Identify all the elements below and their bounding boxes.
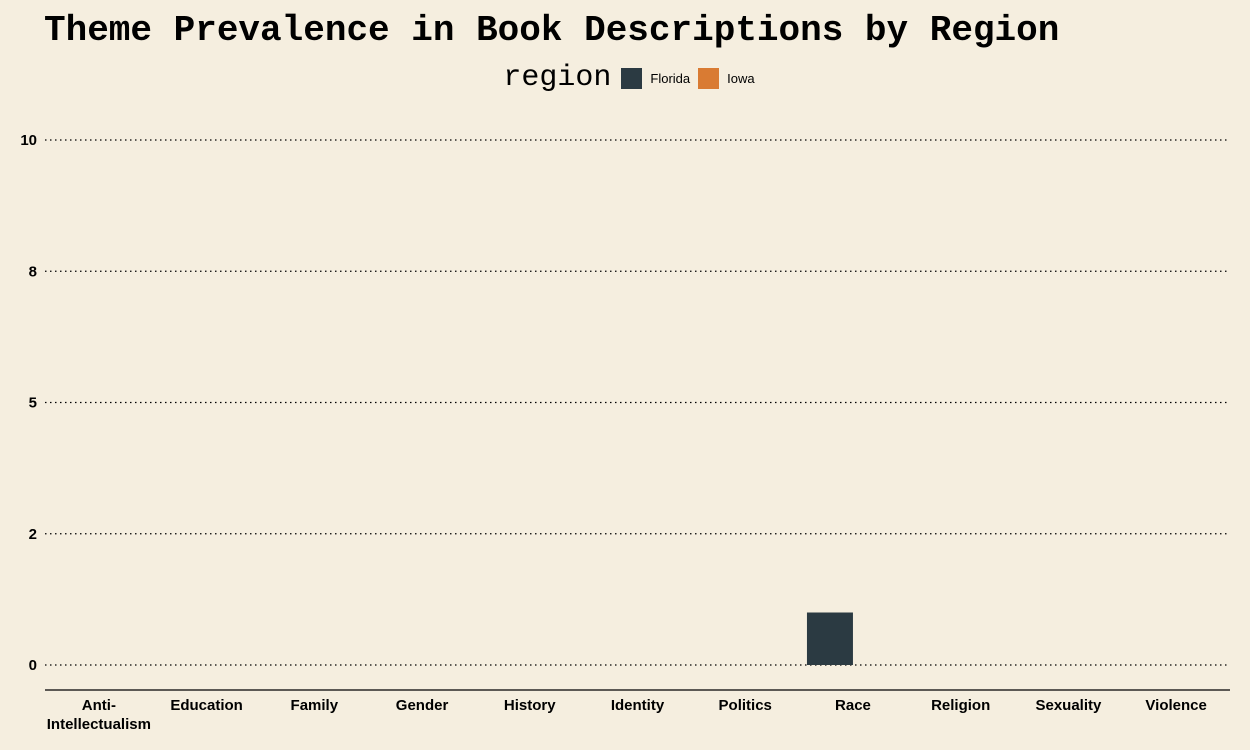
- x-tick-label: Identity: [611, 697, 665, 714]
- x-tick-label: History: [504, 697, 556, 714]
- legend: region Florida Iowa: [0, 58, 1250, 98]
- y-tick-label: 5: [29, 395, 37, 412]
- chart-title: Theme Prevalence in Book Descriptions by…: [44, 10, 1060, 51]
- y-tick-label: 2: [29, 526, 37, 543]
- x-tick-label: Gender: [396, 697, 449, 714]
- bar-florida-race: [806, 612, 853, 665]
- legend-item-florida[interactable]: Florida: [621, 67, 691, 89]
- x-tick-label: Intellectualism: [47, 716, 151, 733]
- x-tick-label: Race: [835, 697, 871, 714]
- y-tick-label: 10: [20, 132, 37, 149]
- y-tick-label: 0: [29, 657, 37, 674]
- x-tick-label: Religion: [931, 697, 990, 714]
- x-tick-label: Anti-: [82, 697, 116, 714]
- x-tick-label: Education: [170, 697, 243, 714]
- legend-label-iowa: Iowa: [727, 70, 755, 86]
- y-tick-label: 8: [29, 263, 37, 280]
- x-tick-label: Family: [291, 697, 339, 714]
- x-tick-label: Violence: [1145, 697, 1206, 714]
- x-tick-label: Sexuality: [1035, 697, 1102, 714]
- legend-swatch-florida: [621, 67, 643, 89]
- legend-label-florida: Florida: [650, 70, 691, 86]
- x-tick-label: Politics: [719, 697, 772, 714]
- legend-title: region: [503, 61, 612, 95]
- legend-item-iowa[interactable]: Iowa: [698, 67, 755, 89]
- legend-swatch-iowa: [698, 67, 720, 89]
